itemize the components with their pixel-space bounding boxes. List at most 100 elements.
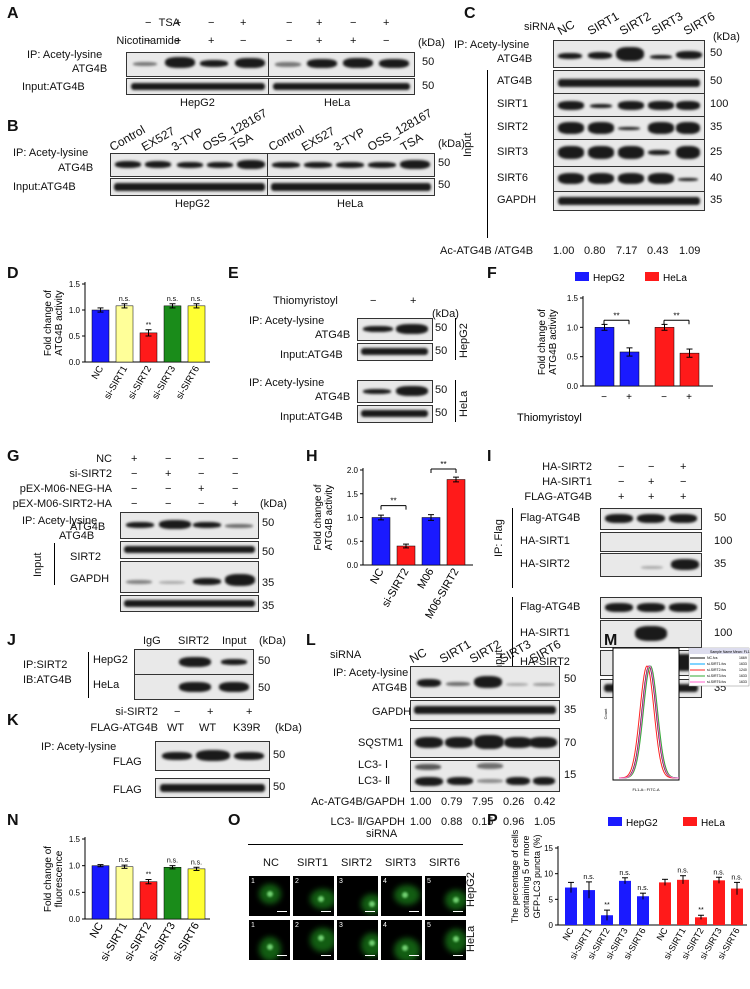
table-cell: 1669 xyxy=(739,656,747,660)
micrograph-number: 2 xyxy=(295,922,299,929)
cell-label-hepg2: HepG2 xyxy=(93,654,128,666)
mw-marker: 50 xyxy=(273,781,286,793)
y-tick-label: 1.0 xyxy=(69,306,81,315)
lane-label: Control xyxy=(266,122,307,154)
cell-label-hela: HeLa xyxy=(93,679,120,691)
blot-label: SIRT2 xyxy=(70,551,101,563)
ratio-label: Ac-ATG4B/GAPDH xyxy=(311,796,405,808)
x-axis-label: Thiomyristoyl xyxy=(517,412,582,424)
band xyxy=(558,101,584,110)
significance-label: n.s. xyxy=(119,296,130,303)
treatment-label: Thiomyristoyl xyxy=(273,295,338,307)
blot-label: HA-SIRT2 xyxy=(520,558,570,570)
bar xyxy=(565,887,577,925)
blot-label: Flag-ATG4B xyxy=(520,601,581,613)
significance-label: n.s. xyxy=(713,869,724,876)
group-label-input: Input xyxy=(462,132,474,157)
ratio-value: 7.95 xyxy=(472,796,494,808)
y-tick-label: 1.5 xyxy=(567,294,579,303)
table-cell: si-SIRT2.fcs xyxy=(707,668,726,672)
sign: + xyxy=(240,17,247,29)
mw-marker: 50 xyxy=(258,682,271,694)
bar xyxy=(695,917,707,925)
sign: − xyxy=(618,476,625,488)
ratio-value: 0.96 xyxy=(503,816,525,828)
scale-bar xyxy=(365,911,375,912)
blot-label: IP: Acety-lysine xyxy=(22,515,98,527)
bar xyxy=(115,866,134,920)
sign: + xyxy=(165,468,172,480)
row-label: HA-SIRT1 xyxy=(542,476,592,488)
column-label: SIRT2 xyxy=(341,857,372,869)
lane-label: IgG xyxy=(143,635,161,647)
blot-input-hepg2 xyxy=(110,178,269,196)
row-label: IP:SIRT2 xyxy=(23,659,68,671)
blot-row xyxy=(600,597,702,619)
sign: − xyxy=(601,392,607,403)
blot-label: ATG4B xyxy=(58,162,94,174)
bar-chart-f: 0.0 0.5 1.0 1.5 Fold change of ATG4B activity… xyxy=(517,272,713,424)
category-label: si-SIRT6 xyxy=(174,364,202,401)
band xyxy=(669,603,697,612)
micrograph-number: 5 xyxy=(427,922,431,929)
y-tick-label: 0.0 xyxy=(347,561,359,570)
sign: + xyxy=(198,483,205,495)
band xyxy=(618,173,644,184)
puncta xyxy=(267,944,273,950)
y-axis-label: Fold change of xyxy=(313,484,324,550)
micrograph-number: 4 xyxy=(383,878,387,885)
significance-label: n.s. xyxy=(583,874,594,881)
mw-marker: 100 xyxy=(710,98,729,110)
bar xyxy=(654,327,675,387)
micrograph-number: 3 xyxy=(339,878,343,885)
y-tick-label: 2.0 xyxy=(347,466,359,475)
legend-swatch xyxy=(575,272,589,281)
table-cell: si-SIRT6.fcs xyxy=(707,680,726,684)
panel-label: E xyxy=(228,265,239,282)
bar xyxy=(619,351,640,387)
band xyxy=(676,51,702,59)
panel-label: L xyxy=(306,632,316,649)
sign: + xyxy=(316,17,323,29)
blot-row xyxy=(600,508,702,530)
table-header: Sample Name xyxy=(710,650,732,654)
bar xyxy=(396,545,416,566)
blot-label: SIRT6 xyxy=(497,172,528,184)
blot-label: ATG4B xyxy=(315,329,351,341)
blot-input-hela xyxy=(267,178,435,196)
legend-label: HepG2 xyxy=(626,818,658,829)
table-cell: 1633 xyxy=(739,680,747,684)
puncta xyxy=(453,897,459,903)
significance-label: n.s. xyxy=(191,296,202,303)
ratio-value: 0.80 xyxy=(584,245,606,257)
band xyxy=(648,150,670,155)
blot-row xyxy=(553,116,705,140)
kda-label: (kDa) xyxy=(438,138,465,150)
blot-ip xyxy=(120,512,259,539)
y-tick-label: 0.5 xyxy=(69,332,81,341)
kda-label: (kDa) xyxy=(713,31,740,43)
y-tick-label: 0.0 xyxy=(567,382,579,391)
band xyxy=(676,101,700,110)
bar xyxy=(731,888,743,925)
panel-label: I xyxy=(487,448,492,465)
significance-label: ** xyxy=(440,460,446,469)
plot-frame xyxy=(612,647,680,781)
scale-bar xyxy=(277,911,287,912)
sign: − xyxy=(232,483,239,495)
mw-marker: 100 xyxy=(714,627,733,639)
column-label: SIRT6 xyxy=(429,857,460,869)
y-axis-label: Count xyxy=(603,708,608,720)
band xyxy=(558,53,582,59)
band xyxy=(618,127,640,130)
sign: − xyxy=(618,461,625,473)
band xyxy=(558,197,700,205)
sign: − xyxy=(174,706,181,718)
sign: − xyxy=(165,498,172,510)
mw-marker: 50 xyxy=(422,56,435,68)
bar-chart-d: 0.00.51.01.5NCn.s.si-SIRT1**si-SIRT2n.s.… xyxy=(43,280,210,401)
micrograph-number: 4 xyxy=(383,922,387,929)
significance-label: n.s. xyxy=(119,857,130,864)
bar xyxy=(139,881,158,920)
blot-label: SIRT3 xyxy=(497,146,528,158)
